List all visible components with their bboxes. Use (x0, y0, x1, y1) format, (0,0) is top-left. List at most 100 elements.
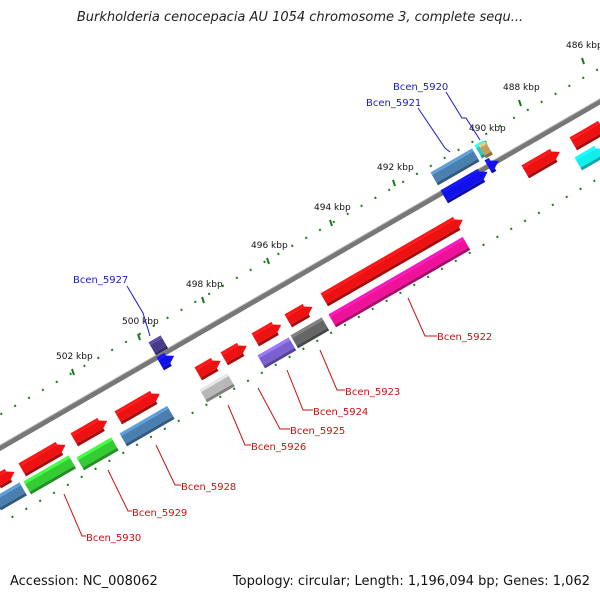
gene-block (119, 405, 175, 447)
minor-tick (387, 188, 391, 192)
minor-tick (302, 347, 305, 351)
minor-tick (11, 515, 14, 519)
gene-track (0, 120, 600, 511)
minor-tick (329, 331, 333, 335)
gene-block (0, 468, 15, 489)
gene-block (478, 141, 493, 159)
minor-tick (581, 76, 585, 80)
minor-tick (509, 227, 513, 231)
gene-block (574, 145, 600, 171)
minor-tick (180, 308, 183, 312)
minor-tick (554, 92, 557, 96)
gene-block (156, 352, 175, 371)
gene-label-bcen-5926: Bcen_5926 (251, 442, 306, 453)
minor-tick (152, 324, 156, 328)
major-tick (392, 179, 396, 187)
minor-tick (207, 292, 211, 296)
label-leader-line (107, 469, 132, 512)
minor-tick (69, 372, 72, 376)
gene-label-bcen-5920: Bcen_5920 (393, 82, 448, 93)
map-title: Burkholderia cenocepacia AU 1054 chromos… (76, 10, 524, 25)
minor-tick (343, 323, 347, 327)
minor-tick (399, 291, 402, 295)
minor-tick (205, 403, 208, 407)
minor-tick (41, 388, 45, 392)
gene-block (220, 342, 247, 366)
minor-tick (426, 275, 430, 279)
gene-block (320, 216, 463, 307)
minor-tick (568, 84, 571, 88)
minor-tick (94, 467, 97, 471)
gene-block (290, 317, 330, 349)
minor-tick (124, 340, 128, 344)
minor-tick (55, 380, 59, 384)
gene-block (257, 337, 297, 369)
minor-tick (374, 196, 377, 200)
minor-tick (263, 260, 266, 264)
gene-label-bcen-5927: Bcen_5927 (73, 275, 128, 286)
minor-tick (27, 396, 31, 400)
gene-label-bcen-5929: Bcen_5929 (132, 508, 187, 519)
minor-tick (38, 499, 42, 503)
minor-tick (482, 243, 485, 247)
accession-text: Accession: NC_008062 (10, 574, 158, 589)
minor-tick (443, 156, 447, 160)
major-tick (71, 368, 75, 376)
minor-tick (440, 267, 444, 271)
minor-tick (52, 491, 56, 495)
minor-tick (218, 395, 222, 399)
gene-block (148, 335, 169, 356)
label-leader-line (319, 349, 345, 391)
minor-tick (385, 299, 388, 303)
summary-text: Topology: circular; Length: 1,196,094 bp… (232, 574, 590, 589)
outer-tick-track: 486 kbp 488 kbp 490 kbp 492 kbp 494 kbp 496 k… (0, 41, 600, 416)
minor-tick (121, 451, 125, 455)
minor-tick (235, 276, 239, 280)
minor-tick (290, 244, 294, 248)
minor-tick (221, 284, 225, 288)
minor-tick (304, 236, 308, 240)
minor-tick (193, 300, 197, 304)
minor-tick (595, 68, 599, 72)
gene-block (0, 482, 27, 511)
tick-label: 500 kbp (122, 317, 159, 327)
minor-tick (249, 268, 253, 272)
minor-tick (166, 316, 169, 320)
tick-label: 498 kbp (186, 280, 223, 290)
minor-tick (593, 179, 596, 183)
inner-tick-track (11, 179, 596, 519)
major-tick (329, 219, 333, 227)
minor-tick (429, 164, 433, 168)
gene-block (194, 357, 221, 381)
label-leader-line (227, 404, 251, 446)
gene-block (199, 373, 235, 403)
major-tick (266, 257, 270, 265)
label-leader-line (63, 493, 86, 537)
minor-tick (484, 132, 488, 136)
minor-tick (260, 371, 264, 375)
minor-tick (135, 443, 139, 447)
minor-tick (526, 108, 530, 112)
minor-tick (357, 315, 361, 319)
tick-label: 496 kbp (251, 241, 288, 251)
label-layer: Bcen_5920 Bcen_5921 Bcen_5927 Bcen_5922 Bcen… (73, 82, 492, 544)
minor-tick (191, 411, 194, 415)
label-leader-line (155, 444, 181, 486)
gene-label-bcen-5924: Bcen_5924 (313, 407, 368, 418)
minor-tick (454, 259, 458, 263)
gene-block (114, 390, 160, 425)
minor-tick (66, 483, 70, 487)
minor-tick (346, 212, 350, 216)
tick-label: 492 kbp (377, 163, 414, 173)
minor-tick (80, 475, 84, 479)
major-tick (201, 296, 205, 304)
minor-tick (540, 100, 544, 104)
minor-tick (457, 148, 460, 152)
gene-block (484, 157, 499, 174)
minor-tick (415, 172, 419, 176)
gene-block (328, 236, 471, 328)
label-leader-line (417, 107, 451, 153)
major-tick (137, 333, 141, 341)
gene-block (569, 120, 600, 151)
minor-tick (24, 507, 28, 511)
